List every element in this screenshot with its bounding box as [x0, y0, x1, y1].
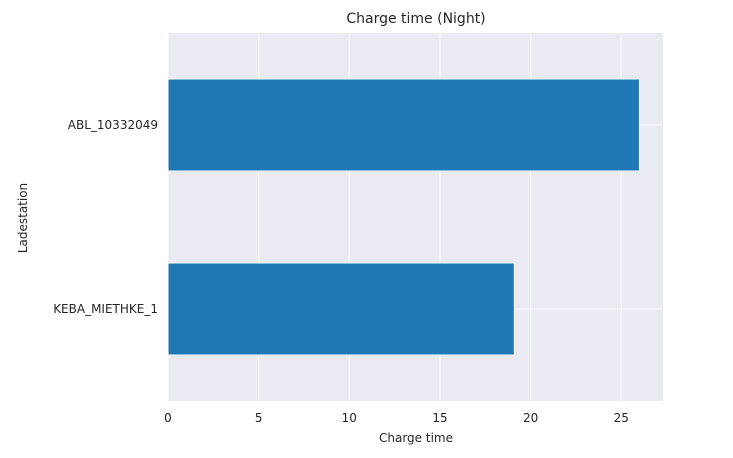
- x-ticks: 0 5 10 15 20 25: [164, 411, 629, 425]
- x-tick-label: 5: [255, 411, 263, 425]
- y-axis-label: Ladestation: [16, 183, 30, 253]
- bars: [167, 78, 640, 356]
- x-tick-label: 10: [342, 411, 357, 425]
- x-axis-label: Charge time: [379, 431, 453, 445]
- bar-abl-10332049: [167, 78, 640, 172]
- bar-keba-miethke-1: [167, 262, 515, 356]
- x-tick-label: 15: [432, 411, 447, 425]
- x-tick-label: 0: [164, 411, 172, 425]
- y-tick-label: ABL_10332049: [68, 118, 158, 132]
- y-ticks: KEBA_MIETHKE_1 ABL_10332049: [53, 118, 158, 316]
- chart-title: Charge time (Night): [346, 11, 485, 27]
- x-tick-label: 25: [614, 411, 629, 425]
- y-tick-label: KEBA_MIETHKE_1: [53, 302, 158, 316]
- x-tick-label: 20: [523, 411, 538, 425]
